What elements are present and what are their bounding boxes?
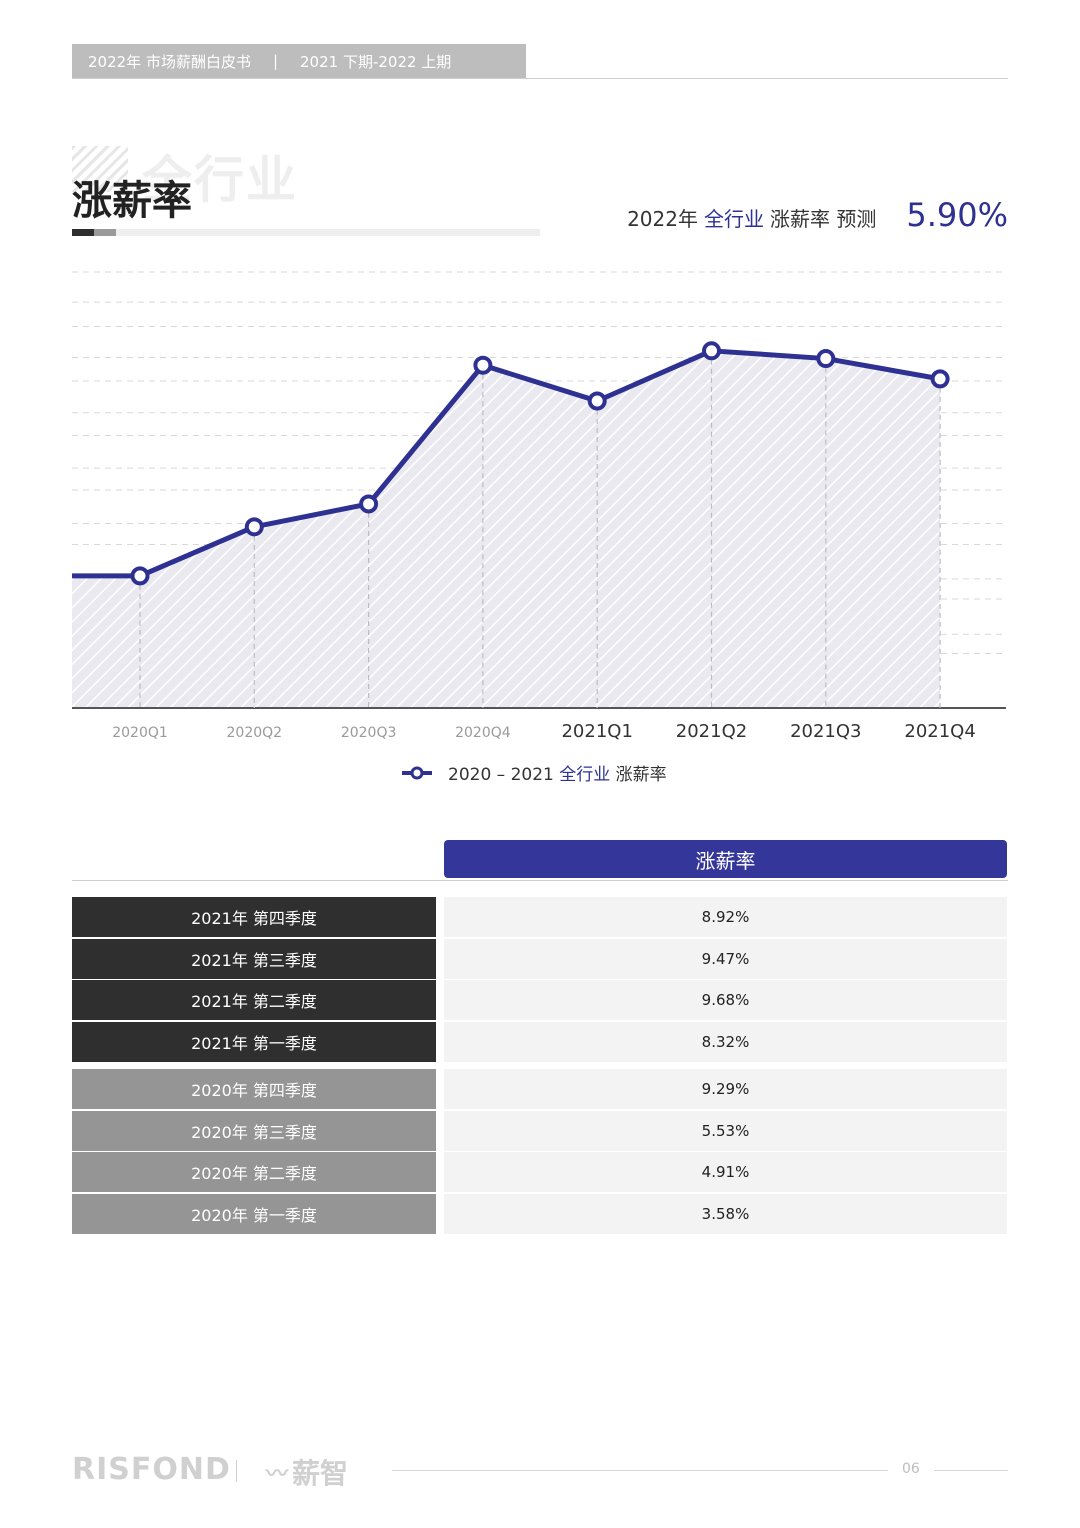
header-bar: 2022年 市场薪酬白皮书 | 2021 下期-2022 上期 [72,44,526,78]
data-point-2020Q3 [359,494,379,514]
header-title: 2022年 市场薪酬白皮书 [88,52,251,71]
table-row-value: 9.29% [444,1069,1007,1109]
page-title: 涨薪率 [72,178,192,224]
table-row-value: 3.58% [444,1194,1007,1234]
data-point-2020Q4 [473,355,493,375]
legend-label: 2020 – 2021 全行业 涨薪率 [448,765,667,785]
table-row-label: 2020年 第四季度 [72,1069,436,1109]
x-tick-label: 2021Q4 [904,721,975,742]
forecast-line: 2022年 全行业 涨薪率 预测 5.90% [627,196,1008,234]
x-tick-label: 2020Q3 [341,725,397,741]
table-header: 涨薪率 [444,840,1007,878]
risfond-logo: RISFOND [72,1452,231,1487]
forecast-highlight: 全行业 [703,207,764,231]
header-divider [72,78,1008,79]
data-point-2020Q1 [130,566,150,586]
page-number: 06 [902,1461,920,1477]
footer-rule-right [934,1470,1008,1471]
table-row-label: 2020年 第三季度 [72,1111,436,1151]
forecast-value: 5.90% [906,196,1008,234]
footer-separator [236,1460,237,1482]
xinzhi-logo: 〰 薪智 [266,1452,348,1492]
data-point-2021Q4 [930,369,950,389]
x-tick-label: 2021Q3 [790,721,861,742]
table-row-label: 2020年 第一季度 [72,1194,436,1234]
table-row-value: 9.68% [444,980,1007,1020]
data-point-2021Q1 [587,391,607,411]
table-row-value: 8.32% [444,1022,1007,1062]
table-header-divider [72,880,1008,881]
table-row-value: 4.91% [444,1152,1007,1192]
table-row-label: 2021年 第一季度 [72,1022,436,1062]
series-area [72,350,941,708]
footer-brand-text: 薪智 [292,1457,349,1490]
table-row-label: 2021年 第四季度 [72,897,436,937]
x-tick-label: 2021Q2 [676,721,747,742]
footer-rule-left [392,1470,888,1471]
x-tick-label: 2020Q4 [455,725,511,741]
x-tick-label: 2020Q1 [112,725,168,741]
wave-icon: 〰 [266,1462,289,1487]
header-period: 2021 下期-2022 上期 [300,52,452,71]
table-row-label: 2020年 第二季度 [72,1152,436,1192]
forecast-suffix: 涨薪率 预测 [769,207,877,231]
forecast-prefix: 2022年 [627,207,698,231]
legend-swatch-marker [410,766,424,780]
x-tick-label: 2020Q2 [227,725,283,741]
table-row-label: 2021年 第二季度 [72,980,436,1020]
data-point-2021Q3 [816,349,836,369]
x-tick-label: 2021Q1 [561,721,632,742]
title-block: 全行业 涨薪率 [72,140,552,240]
table-row-label: 2021年 第三季度 [72,939,436,979]
table-row-value: 8.92% [444,897,1007,937]
data-point-2020Q2 [244,517,264,537]
data-point-2021Q2 [702,341,721,361]
salary-increase-chart: 2020Q1 2020Q2 2020Q3 2020Q4 2021Q1 2021Q2 2021… [72,271,1006,785]
table-row-value: 5.53% [444,1111,1007,1151]
title-background-text: 全行业 [142,151,298,209]
title-underline [72,229,540,236]
table-row-value: 9.47% [444,939,1007,979]
title-hatch-decoration [72,146,128,192]
header-separator: | [272,52,279,70]
